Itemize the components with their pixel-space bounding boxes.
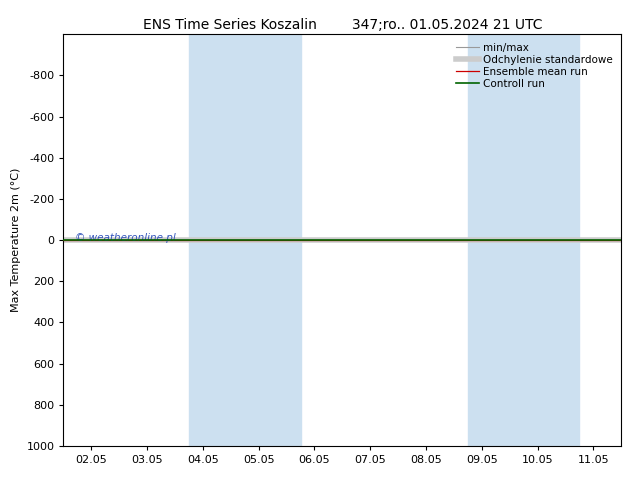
Title: ENS Time Series Koszalin        347;ro.. 01.05.2024 21 UTC: ENS Time Series Koszalin 347;ro.. 01.05.… [143,18,542,32]
Bar [189,34,301,446]
Y-axis label: Max Temperature 2m (°C): Max Temperature 2m (°C) [11,168,21,312]
Text: © weatheronline.pl: © weatheronline.pl [75,233,176,243]
Legend: min/max, Odchylenie standardowe, Ensemble mean run, Controll run: min/max, Odchylenie standardowe, Ensembl… [453,40,616,92]
Bar [468,34,579,446]
